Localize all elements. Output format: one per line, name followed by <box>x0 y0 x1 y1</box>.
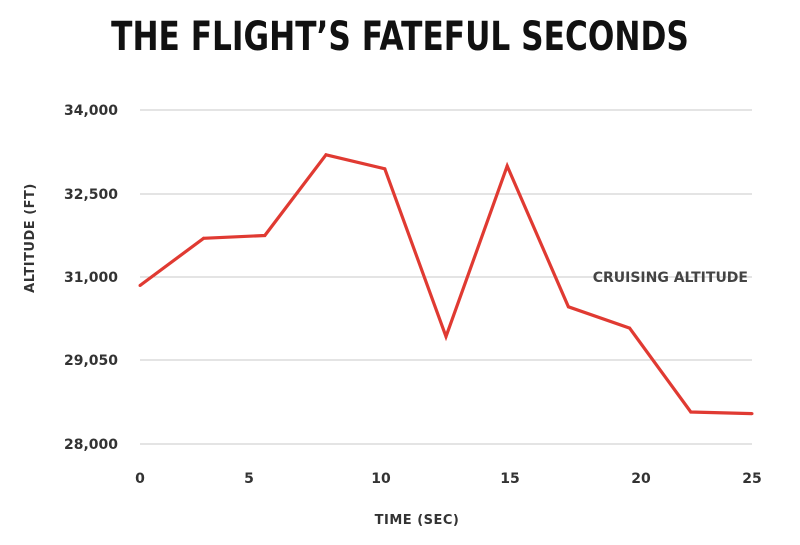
data-point <box>566 305 570 309</box>
data-point <box>324 153 328 157</box>
x-axis-tick-labels: 0 5 10 15 20 25 <box>135 471 762 487</box>
gridlines <box>140 109 752 445</box>
data-point <box>750 412 754 416</box>
y-tick-label: 29,050 <box>64 353 118 369</box>
series-group <box>138 153 754 416</box>
cruising-altitude-annotation: CRUISING ALTITUDE <box>593 270 748 286</box>
y-axis-tick-labels: 34,000 32,500 31,000 29,050 28,000 <box>64 103 118 453</box>
x-tick-label: 10 <box>371 471 391 487</box>
y-tick-label: 28,000 <box>64 437 118 453</box>
x-tick-label: 25 <box>742 471 761 487</box>
data-point <box>383 167 387 171</box>
data-point <box>444 335 448 339</box>
x-axis-title: TIME (SEC) <box>375 513 460 528</box>
x-tick-label: 0 <box>135 471 145 487</box>
data-point <box>138 284 142 287</box>
data-point <box>202 236 206 240</box>
x-tick-label: 15 <box>500 471 519 487</box>
y-tick-label: 32,500 <box>64 187 118 203</box>
y-tick-label: 31,000 <box>64 270 118 286</box>
y-tick-label: 34,000 <box>64 103 118 119</box>
x-tick-label: 5 <box>244 471 254 487</box>
y-axis-title: ALTITUDE (FT) <box>23 183 38 293</box>
data-point <box>505 164 509 168</box>
data-point <box>263 234 267 237</box>
data-point <box>689 410 693 414</box>
data-point <box>628 326 632 330</box>
x-tick-label: 20 <box>631 471 651 487</box>
chart-title: THE FLIGHT’S FATEFUL SECONDS <box>111 14 689 60</box>
